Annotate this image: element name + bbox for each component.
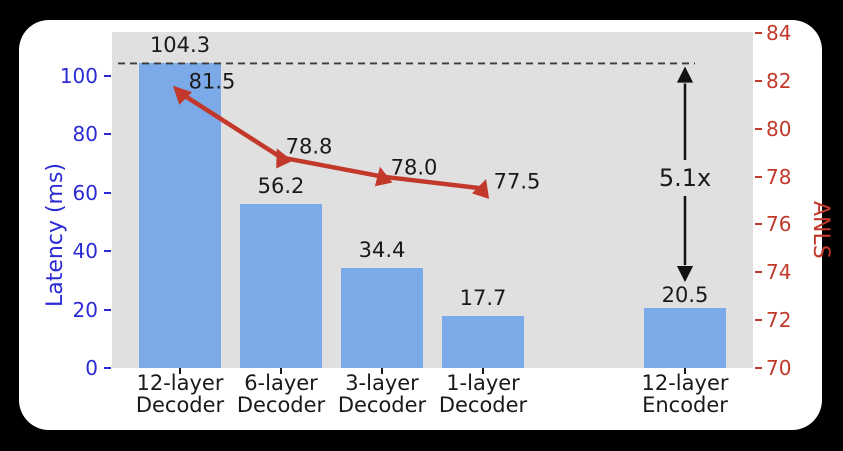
bar-12-layer-encoder	[644, 308, 726, 368]
right-ytick-label-78: 78	[766, 164, 792, 189]
speedup-annotation: 5.1x	[658, 164, 712, 192]
right-ytick-mark	[755, 271, 762, 274]
right-ytick-mark	[755, 367, 762, 369]
right-ytick-mark	[755, 175, 762, 178]
xtick-label: 12-layer Decoder	[135, 371, 225, 417]
xtick-label: 6-layer Decoder	[236, 371, 326, 417]
right-ytick-label-82: 82	[766, 68, 792, 93]
bar-value-label: 56.2	[257, 173, 305, 198]
bar-1-layer-decoder	[442, 316, 524, 368]
right-ytick-mark	[755, 223, 762, 226]
left-ytick-mark	[104, 308, 111, 311]
right-ytick-mark	[755, 319, 762, 322]
bar-value-label: 34.4	[358, 237, 406, 262]
left-ytick-mark	[104, 367, 111, 369]
right-ytick-mark	[755, 127, 762, 130]
xtick-mark	[482, 368, 484, 374]
xtick-label: 12-layer Encoder	[641, 371, 729, 417]
bar-value-label: 17.7	[459, 286, 507, 311]
right-ytick-label-70: 70	[766, 356, 792, 380]
anls-value-label: 77.5	[493, 169, 541, 194]
anls-value-label: 78.8	[285, 134, 333, 159]
right-ytick-label-74: 74	[766, 260, 792, 285]
xtick-mark	[684, 368, 686, 374]
right-ytick-label-80: 80	[766, 116, 792, 141]
xtick-mark	[179, 368, 181, 374]
bar-value-label: 20.5	[661, 283, 709, 308]
xtick-mark	[280, 368, 282, 374]
right-ytick-mark	[755, 79, 762, 82]
left-ytick-label-80: 80	[72, 122, 98, 147]
xtick-label: 1-layer Decoder	[438, 371, 528, 417]
right-ytick-label-72: 72	[766, 308, 792, 333]
left-ytick-mark	[104, 75, 111, 77]
left-ytick-mark	[104, 191, 111, 194]
left-ytick-label-60: 60	[72, 180, 98, 205]
left-ytick-mark	[104, 133, 111, 136]
bar-value-label: 104.3	[149, 33, 211, 58]
left-ytick-label-40: 40	[72, 239, 98, 264]
left-ytick-mark	[104, 250, 111, 253]
right-ytick-mark	[755, 32, 762, 34]
left-ytick-label-100: 100	[59, 64, 98, 88]
anls-value-label: 78.0	[390, 155, 438, 180]
bar-6-layer-decoder	[240, 203, 322, 368]
right-ytick-label-76: 76	[766, 212, 792, 237]
anls-value-label: 81.5	[188, 69, 236, 94]
xtick-mark	[381, 368, 383, 374]
right-axis-title: ANLS	[808, 201, 833, 259]
left-ytick-label-20: 20	[72, 297, 98, 322]
left-ytick-label-0: 0	[85, 356, 98, 380]
xtick-label: 3-layer Decoder	[337, 371, 427, 417]
right-ytick-label-84: 84	[766, 21, 792, 45]
bar-12-layer-decoder	[139, 63, 221, 368]
bar-3-layer-decoder	[341, 267, 423, 368]
